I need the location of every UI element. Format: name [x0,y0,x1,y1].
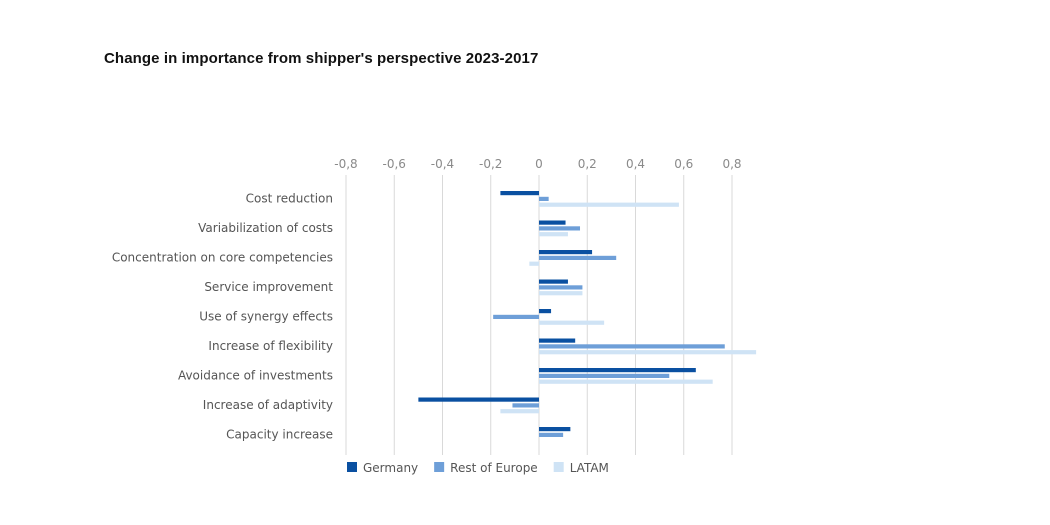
chart-title: Change in importance from shipper's pers… [104,50,539,67]
x-tick-label: 0,2 [578,157,597,171]
bar-germany [418,397,539,402]
bar-latam [500,409,539,414]
bar-germany [539,368,696,373]
bar-latam [539,379,713,384]
bar-germany [539,427,571,432]
bar-rest-of-europe [493,314,539,319]
bar-germany [539,338,576,343]
legend-swatch [434,462,445,472]
bar-germany [539,279,568,284]
bar-germany [539,309,552,314]
x-tick-label: -0,6 [383,157,406,171]
x-tick-label: -0,8 [334,157,357,171]
x-tick-label: 0,6 [674,157,693,171]
bar-latam [539,291,583,296]
category-label: Variabilization of costs [198,221,333,235]
bar-germany [500,191,539,196]
bar-rest-of-europe [539,226,581,231]
category-label: Use of synergy effects [199,310,333,324]
category-label: Increase of adaptivity [203,398,333,412]
bar-latam [539,350,757,355]
category-label: Cost reduction [246,192,333,206]
bar-germany [539,220,566,225]
bar-latam [539,202,679,207]
category-label: Capacity increase [226,428,333,442]
bar-latam [539,320,605,325]
x-tick-label: 0,4 [626,157,645,171]
category-label: Service improvement [204,280,333,294]
category-label: Avoidance of investments [178,369,333,383]
bar-rest-of-europe [539,432,564,437]
x-tick-label: -0,4 [431,157,454,171]
bar-rest-of-europe [539,344,725,349]
x-tick-label: 0 [535,157,543,171]
bar-germany [539,250,593,255]
bar-rest-of-europe [512,403,539,408]
legend-label: Germany [363,461,418,475]
bar-rest-of-europe [539,373,670,378]
bar-rest-of-europe [539,255,617,260]
category-label: Concentration on core competencies [112,251,333,265]
x-tick-label: 0,8 [722,157,741,171]
legend-label: LATAM [570,461,609,475]
legend-swatch [553,462,564,472]
bar-latam [529,261,539,266]
bar-latam [539,232,568,237]
legend-swatch [347,462,357,472]
bar-rest-of-europe [539,196,549,201]
category-label: Increase of flexibility [208,339,333,353]
bar-rest-of-europe [539,285,583,290]
x-tick-label: -0,2 [479,157,502,171]
legend-label: Rest of Europe [450,461,538,475]
